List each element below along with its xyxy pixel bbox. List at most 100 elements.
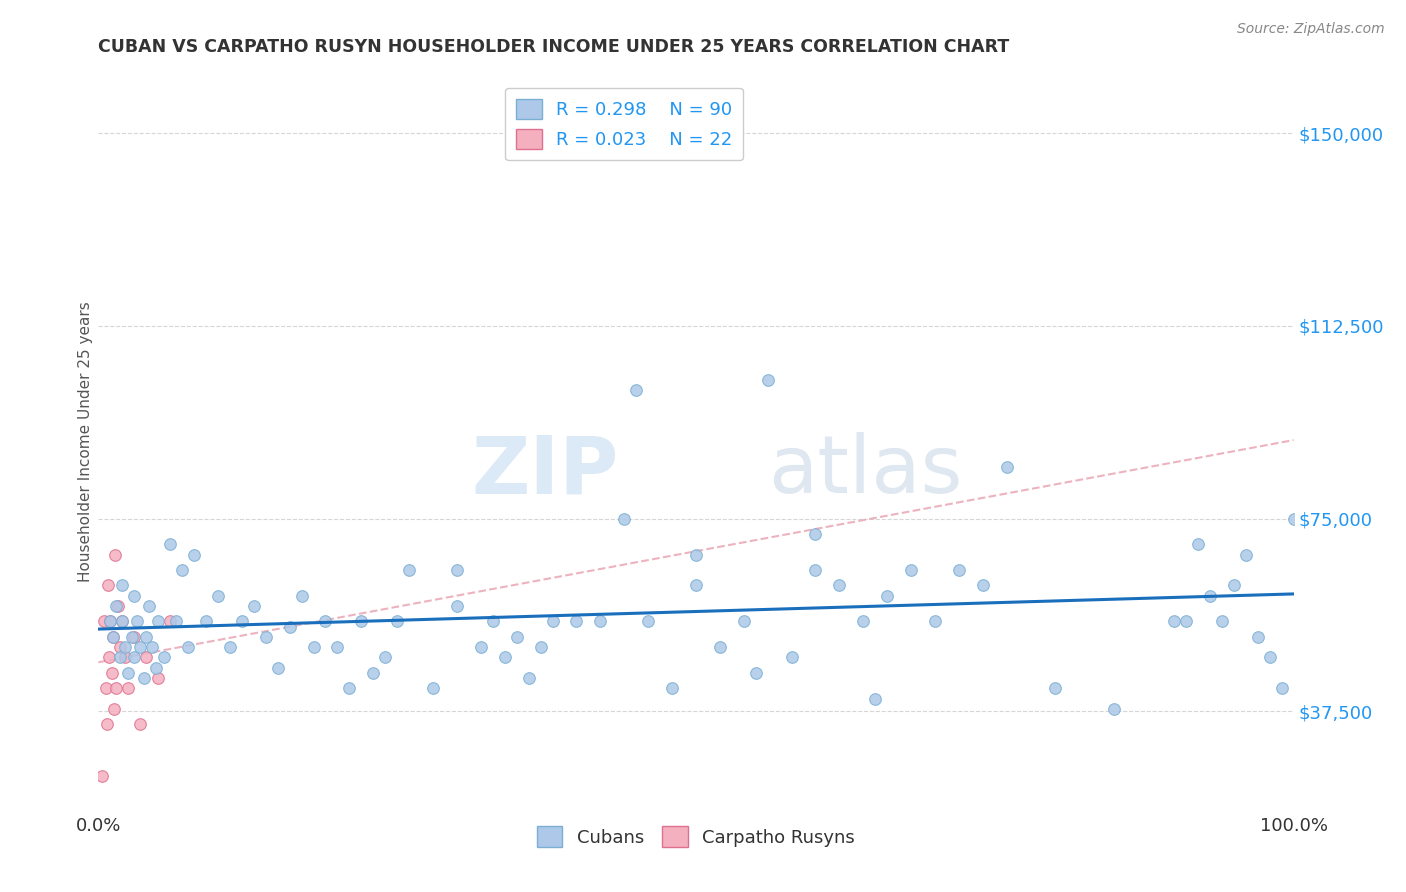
Point [780,650,803,665]
Point [124,589,146,603]
Point [121,630,143,644]
Point [145,661,167,675]
Point [506,630,529,644]
Point [972,578,994,592]
Text: atlas: atlas [768,432,962,510]
Text: CUBAN VS CARPATHO RUSYN HOUSEHOLDER INCOME UNDER 25 YEARS CORRELATION CHART: CUBAN VS CARPATHO RUSYN HOUSEHOLDER INCO… [98,38,1010,56]
Point [103,702,125,716]
Point [948,563,970,577]
Point [125,615,148,629]
Point [661,681,683,696]
Point [114,650,136,665]
Point [207,589,229,603]
Point [1258,650,1281,665]
Point [745,665,768,680]
Point [159,537,181,551]
Point [278,620,301,634]
Point [1247,630,1270,644]
Point [107,599,129,613]
Point [1163,615,1185,629]
Point [100,665,122,680]
Point [141,640,163,655]
Text: ZIP: ZIP [471,432,619,510]
Point [153,650,176,665]
Point [129,640,152,655]
Point [111,615,134,629]
Point [374,650,396,665]
Point [865,691,887,706]
Point [148,671,170,685]
Point [398,563,420,577]
Point [159,615,181,629]
Point [129,717,152,731]
Point [124,650,146,665]
Point [302,640,325,655]
Point [517,671,540,685]
Point [637,615,659,629]
Point [326,640,349,655]
Point [541,615,564,629]
Point [1104,702,1126,716]
Text: Source: ZipAtlas.com: Source: ZipAtlas.com [1237,22,1385,37]
Point [385,615,409,629]
Point [94,681,117,696]
Point [101,630,124,644]
Point [91,769,114,783]
Point [1234,548,1257,562]
Point [828,578,851,592]
Point [482,615,505,629]
Point [243,599,266,613]
Point [530,640,553,655]
Point [98,615,122,629]
Point [350,615,373,629]
Point [231,615,253,629]
Point [804,527,827,541]
Point [613,511,636,525]
Point [177,640,200,655]
Point [101,630,124,644]
Point [132,671,155,685]
Point [1187,537,1209,551]
Point [117,681,139,696]
Point [135,650,157,665]
Point [363,665,385,680]
Point [114,640,136,655]
Point [117,665,139,680]
Point [1175,615,1198,629]
Point [924,615,946,629]
Point [104,548,127,562]
Point [733,615,755,629]
Point [756,373,779,387]
Point [995,460,1018,475]
Point [900,563,922,577]
Point [422,681,444,696]
Point [183,548,205,562]
Point [315,615,337,629]
Point [626,383,648,397]
Point [138,599,160,613]
Point [108,640,131,655]
Point [96,717,118,731]
Point [108,650,131,665]
Point [267,661,290,675]
Point [219,640,242,655]
Point [852,615,875,629]
Point [589,615,612,629]
Point [446,563,468,577]
Point [685,548,707,562]
Point [148,615,170,629]
Point [339,681,361,696]
Point [1043,681,1066,696]
Point [804,563,827,577]
Point [105,599,128,613]
Point [1223,578,1246,592]
Point [1282,511,1305,525]
Point [494,650,516,665]
Point [97,578,120,592]
Point [1211,615,1233,629]
Point [685,578,707,592]
Point [254,630,277,644]
Point [195,615,218,629]
Point [135,630,157,644]
Point [105,681,128,696]
